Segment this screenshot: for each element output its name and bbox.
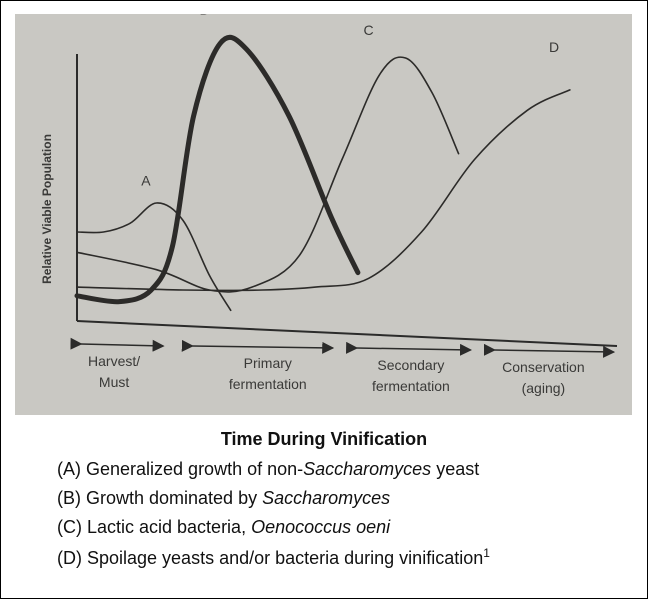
phase-harvest-arrow <box>70 337 165 352</box>
caption-a-prefix: (A) Generalized growth of non- <box>57 459 304 479</box>
caption-line-c: (C) Lactic acid bacteria, Oenococcus oen… <box>57 517 390 538</box>
caption-c-prefix: (C) Lactic acid bacteria, <box>57 517 252 537</box>
caption-b-italic: Saccharomyces <box>262 488 391 508</box>
caption-d-text: (D) Spoilage yeasts and/or bacteria duri… <box>57 548 484 568</box>
phase-conservation-label-1: Conservation <box>502 359 585 375</box>
phase-primary-arrow <box>181 339 335 354</box>
phase-harvest-label-1: Harvest/ <box>88 353 140 369</box>
caption-a-suffix: yeast <box>431 459 480 479</box>
phase-conservation-arrow <box>483 343 616 358</box>
phase-primary-label-2: fermentation <box>229 376 307 392</box>
caption-line-b: (B) Growth dominated by Saccharomyces <box>57 488 390 509</box>
series-a-line <box>76 202 232 312</box>
caption-d-sup: 1 <box>483 546 490 560</box>
caption-b-prefix: (B) Growth dominated by <box>57 488 263 508</box>
series-c-line <box>76 56 460 293</box>
caption-line-a: (A) Generalized growth of non-Saccharomy… <box>57 459 479 480</box>
phase-primary-label-1: Primary <box>244 355 292 371</box>
phase-secondary-label-2: fermentation <box>372 378 450 394</box>
phase-secondary-arrow <box>345 341 472 356</box>
chart-photo: Relative Viable Population A B C D Harvest/Mu… <box>15 14 632 415</box>
series-d-line <box>76 89 571 292</box>
chart-svg: Relative Viable Population A B C D Harvest/Mu… <box>40 14 618 396</box>
series-a-label: A <box>141 173 151 189</box>
caption-c-italic: Oenococcus oeni <box>251 517 391 537</box>
caption-line-d: (D) Spoilage yeasts and/or bacteria duri… <box>57 546 490 569</box>
phase-conservation-label-2: (aging) <box>522 380 566 396</box>
y-axis-label: Relative Viable Population <box>40 134 54 284</box>
caption-title: Time During Vinification <box>220 429 428 449</box>
phase-harvest-label-2: Must <box>99 374 129 390</box>
series-b-label: B <box>200 14 209 18</box>
caption-a-italic: Saccharomyces <box>303 459 432 479</box>
series-d-label: D <box>549 39 559 55</box>
series-b-line <box>74 34 361 305</box>
series-c-label: C <box>363 22 373 38</box>
x-axis <box>76 320 618 347</box>
phase-secondary-label-1: Secondary <box>377 357 444 373</box>
